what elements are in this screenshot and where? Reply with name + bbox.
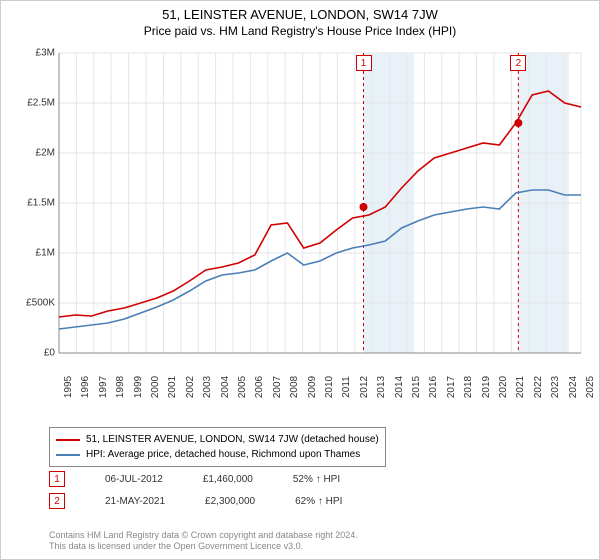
y-tick-label: £2M <box>11 148 55 159</box>
x-tick-label: 2012 <box>359 376 370 398</box>
x-tick-label: 2019 <box>481 376 492 398</box>
x-tick-label: 2005 <box>237 376 248 398</box>
legend-swatch-property <box>56 439 80 441</box>
sale-price-1: £1,460,000 <box>203 474 253 485</box>
sale-delta-2: 62% ↑ HPI <box>295 496 342 507</box>
x-tick-label: 1999 <box>133 376 144 398</box>
chart-sale-marker: 2 <box>510 55 526 71</box>
x-tick-label: 2013 <box>376 376 387 398</box>
sale-row-1: 1 06-JUL-2012 £1,460,000 52% ↑ HPI <box>49 471 340 487</box>
sale-delta-1: 52% ↑ HPI <box>293 474 340 485</box>
x-tick-label: 2023 <box>550 376 561 398</box>
x-tick-label: 2003 <box>202 376 213 398</box>
y-tick-label: £3M <box>11 48 55 59</box>
x-tick-label: 2024 <box>568 376 579 398</box>
x-tick-label: 2002 <box>185 376 196 398</box>
x-tick-label: 2007 <box>272 376 283 398</box>
x-tick-label: 2021 <box>515 376 526 398</box>
legend-swatch-hpi <box>56 454 80 456</box>
y-tick-label: £1.5M <box>11 198 55 209</box>
sale-price-2: £2,300,000 <box>205 496 255 507</box>
x-tick-label: 2009 <box>307 376 318 398</box>
y-tick-label: £0 <box>11 348 55 359</box>
legend-row-property: 51, LEINSTER AVENUE, LONDON, SW14 7JW (d… <box>56 432 379 447</box>
x-tick-label: 1996 <box>80 376 91 398</box>
x-tick-label: 2025 <box>585 376 596 398</box>
sale-marker-2: 2 <box>49 493 65 509</box>
page-container: 51, LEINSTER AVENUE, LONDON, SW14 7JW Pr… <box>0 0 600 560</box>
x-tick-label: 2010 <box>324 376 335 398</box>
legend-label-property: 51, LEINSTER AVENUE, LONDON, SW14 7JW (d… <box>86 432 379 447</box>
legend: 51, LEINSTER AVENUE, LONDON, SW14 7JW (d… <box>49 427 386 467</box>
footer-line2: This data is licensed under the Open Gov… <box>49 541 358 553</box>
x-tick-label: 2008 <box>289 376 300 398</box>
x-tick-label: 2011 <box>341 376 352 398</box>
x-tick-label: 2015 <box>411 376 422 398</box>
legend-row-hpi: HPI: Average price, detached house, Rich… <box>56 447 379 462</box>
x-tick-label: 1997 <box>98 376 109 398</box>
page-title: 51, LEINSTER AVENUE, LONDON, SW14 7JW <box>1 1 599 22</box>
chart-svg <box>49 43 589 383</box>
legend-label-hpi: HPI: Average price, detached house, Rich… <box>86 447 360 462</box>
x-tick-label: 2022 <box>533 376 544 398</box>
x-tick-label: 2018 <box>463 376 474 398</box>
sale-date-1: 06-JUL-2012 <box>105 474 163 485</box>
y-tick-label: £1M <box>11 248 55 259</box>
x-tick-label: 2020 <box>498 376 509 398</box>
footer-line1: Contains HM Land Registry data © Crown c… <box>49 530 358 542</box>
sale-date-2: 21-MAY-2021 <box>105 496 165 507</box>
chart-area <box>49 43 589 383</box>
x-tick-label: 2016 <box>428 376 439 398</box>
sale-marker-1: 1 <box>49 471 65 487</box>
y-tick-label: £2.5M <box>11 98 55 109</box>
x-tick-label: 2000 <box>150 376 161 398</box>
x-tick-label: 1995 <box>63 376 74 398</box>
x-tick-label: 1998 <box>115 376 126 398</box>
x-tick-label: 2004 <box>220 376 231 398</box>
x-tick-label: 2014 <box>394 376 405 398</box>
chart-sale-marker: 1 <box>356 55 372 71</box>
x-tick-label: 2001 <box>167 376 178 398</box>
footer: Contains HM Land Registry data © Crown c… <box>49 530 358 553</box>
page-subtitle: Price paid vs. HM Land Registry's House … <box>1 22 599 38</box>
y-tick-label: £500K <box>11 298 55 309</box>
x-tick-label: 2006 <box>254 376 265 398</box>
sale-row-2: 2 21-MAY-2021 £2,300,000 62% ↑ HPI <box>49 493 342 509</box>
x-tick-label: 2017 <box>446 376 457 398</box>
